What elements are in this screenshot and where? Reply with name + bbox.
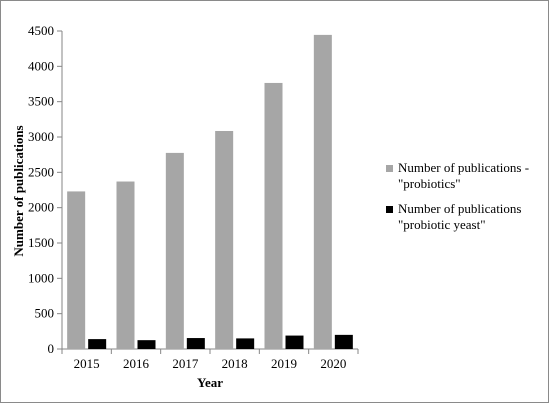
y-tick-label: 500 <box>35 306 55 321</box>
bar-probiotics-2020 <box>313 34 332 350</box>
legend-label: "probiotics" <box>398 176 461 191</box>
legend-label: Number of publications <box>398 201 521 216</box>
bar-probiotic-yeast-2020 <box>334 334 353 349</box>
y-tick-label: 4500 <box>28 23 54 38</box>
x-axis-title: Year <box>197 375 223 390</box>
bar-probiotics-2016 <box>116 181 135 349</box>
y-tick-label: 2000 <box>28 200 54 215</box>
y-tick-label: 1000 <box>28 270 54 285</box>
x-tick-label: 2015 <box>74 356 100 371</box>
y-tick-label: 1500 <box>28 235 54 250</box>
tick-labels: 0 500 1000 1500 2000 2500 3000 3500 4000 4500 2015… <box>28 23 346 371</box>
x-tick-label: 2018 <box>222 356 248 371</box>
bar-probiotics-2019 <box>264 82 283 349</box>
legend-swatch <box>386 206 393 213</box>
y-tick-label: 0 <box>48 341 55 356</box>
legend-label: "probiotic yeast" <box>398 217 486 232</box>
bar-probiotic-yeast-2015 <box>88 339 107 349</box>
bar-probiotic-yeast-2017 <box>186 338 205 349</box>
bar-probiotic-yeast-2018 <box>236 338 255 349</box>
bar-probiotic-yeast-2016 <box>137 340 156 349</box>
x-tick-label: 2017 <box>172 356 199 371</box>
legend-swatch <box>386 165 393 172</box>
y-tick-label: 2500 <box>28 164 54 179</box>
legend-label: Number of publications - <box>398 160 529 175</box>
bars <box>67 34 353 350</box>
axes <box>57 30 359 354</box>
bar-probiotic-yeast-2019 <box>285 335 304 349</box>
y-tick-label: 3000 <box>28 129 54 144</box>
y-tick-label: 4000 <box>28 58 54 73</box>
x-tick-label: 2016 <box>123 356 150 371</box>
legend: Number of publications -"probiotics" Numb… <box>386 160 529 232</box>
x-tick-label: 2020 <box>320 356 346 371</box>
y-tick-label: 3500 <box>28 94 54 109</box>
bar-probiotics-2015 <box>67 191 86 349</box>
bar-probiotics-2017 <box>165 152 184 349</box>
x-tick-label: 2019 <box>271 356 297 371</box>
y-axis-title: Number of publications <box>11 125 26 256</box>
bar-probiotics-2018 <box>215 130 234 349</box>
